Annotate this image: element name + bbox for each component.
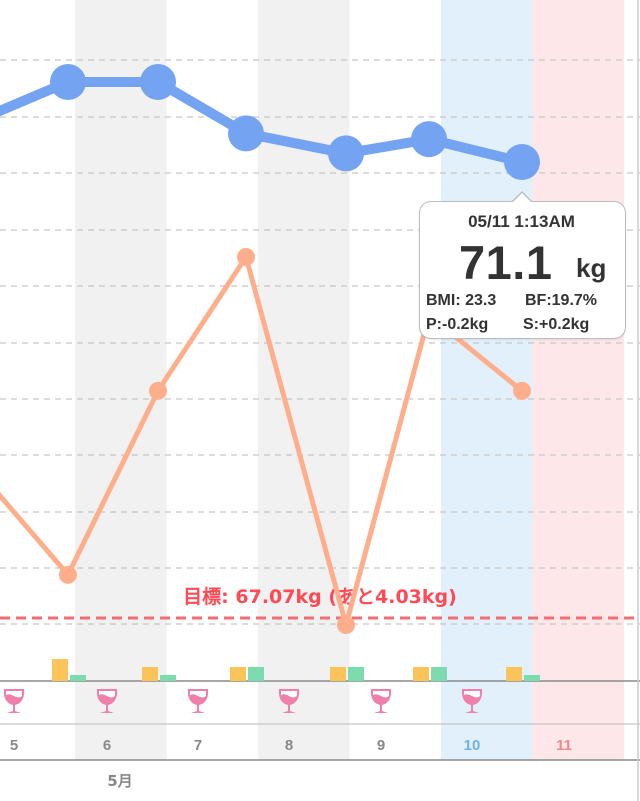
tooltip-weight-value: 71.1 (459, 236, 553, 289)
bodyfat-point-8 (237, 248, 255, 266)
weight-point-8 (228, 115, 264, 152)
day-label: 6 (103, 737, 111, 754)
wine-glass-icon (278, 689, 300, 713)
tooltip-datetime: 05/11 1:13AM (468, 212, 575, 231)
activity-bars (52, 659, 540, 681)
tooltip-box (419, 201, 626, 339)
day-label: 7 (194, 737, 202, 754)
column-backgrounds (75, 0, 624, 760)
column-bg-8 (258, 0, 350, 760)
column-bg-6 (75, 0, 167, 760)
wine-glass-rim (281, 691, 297, 698)
tooltip-s-change: S:+0.2kg (523, 316, 590, 333)
wine-glass-rim (99, 691, 115, 698)
weight-tooltip: 05/11 1:13AM 71.1 kg BMI: 23.3 BF:19.7% … (419, 191, 626, 339)
goal-label: 目標: 67.07kg (あと4.03kg) (183, 585, 457, 608)
wine-glass-icon (3, 689, 25, 713)
x-axis: 5 6 7 8 9 10 11 (10, 737, 572, 754)
bar-green-6 (70, 675, 86, 681)
wine-glass-icon (96, 689, 118, 713)
wine-glass-icon (370, 689, 392, 713)
month-label: 5月 (107, 772, 132, 790)
day-label: 5 (10, 737, 18, 754)
bar-orange-10 (413, 667, 429, 681)
column-bg-10 (441, 0, 533, 760)
tooltip-p-change: P:-0.2kg (426, 316, 489, 333)
bar-green-8 (248, 667, 264, 681)
bar-green-11 (524, 675, 540, 681)
tooltip-bmi: BMI: 23.3 (426, 292, 497, 309)
weight-point-9 (328, 135, 364, 172)
wine-glass-rim (190, 691, 206, 698)
wine-glass-rim (464, 691, 480, 698)
weight-point-11 (504, 144, 540, 180)
wine-glass-icon (187, 689, 209, 713)
wine-glass-icon (461, 689, 483, 713)
tooltip-bodyfat: BF:19.7% (525, 292, 598, 309)
day-label: 9 (377, 737, 385, 754)
day-label: 8 (285, 737, 293, 754)
bar-green-7 (160, 675, 176, 681)
day-label: 10 (464, 737, 481, 754)
tooltip-pointer-fill (513, 193, 531, 202)
weight-point-10 (411, 121, 447, 158)
bodyfat-point-6 (59, 565, 77, 584)
column-bg-11 (532, 0, 624, 760)
bodyfat-point-9 (337, 616, 355, 634)
goal-line-group: 目標: 67.07kg (あと4.03kg) (0, 585, 640, 620)
bar-orange-9 (330, 667, 346, 681)
weight-point-7 (140, 64, 176, 100)
bar-green-9 (348, 667, 364, 681)
bodyfat-point-7 (149, 381, 167, 400)
bar-orange-8 (230, 667, 246, 681)
wine-icons (3, 689, 483, 713)
bar-green-10 (431, 667, 447, 681)
wine-glass-rim (373, 691, 389, 698)
weight-point-6 (50, 64, 86, 100)
bar-orange-11 (506, 667, 522, 681)
bodyfat-point-11 (513, 381, 531, 400)
bar-orange-6 (52, 659, 68, 681)
day-label: 11 (556, 737, 572, 754)
wine-glass-rim (6, 691, 22, 698)
bar-orange-7 (142, 667, 158, 681)
tooltip-weight-unit: kg (576, 253, 607, 283)
